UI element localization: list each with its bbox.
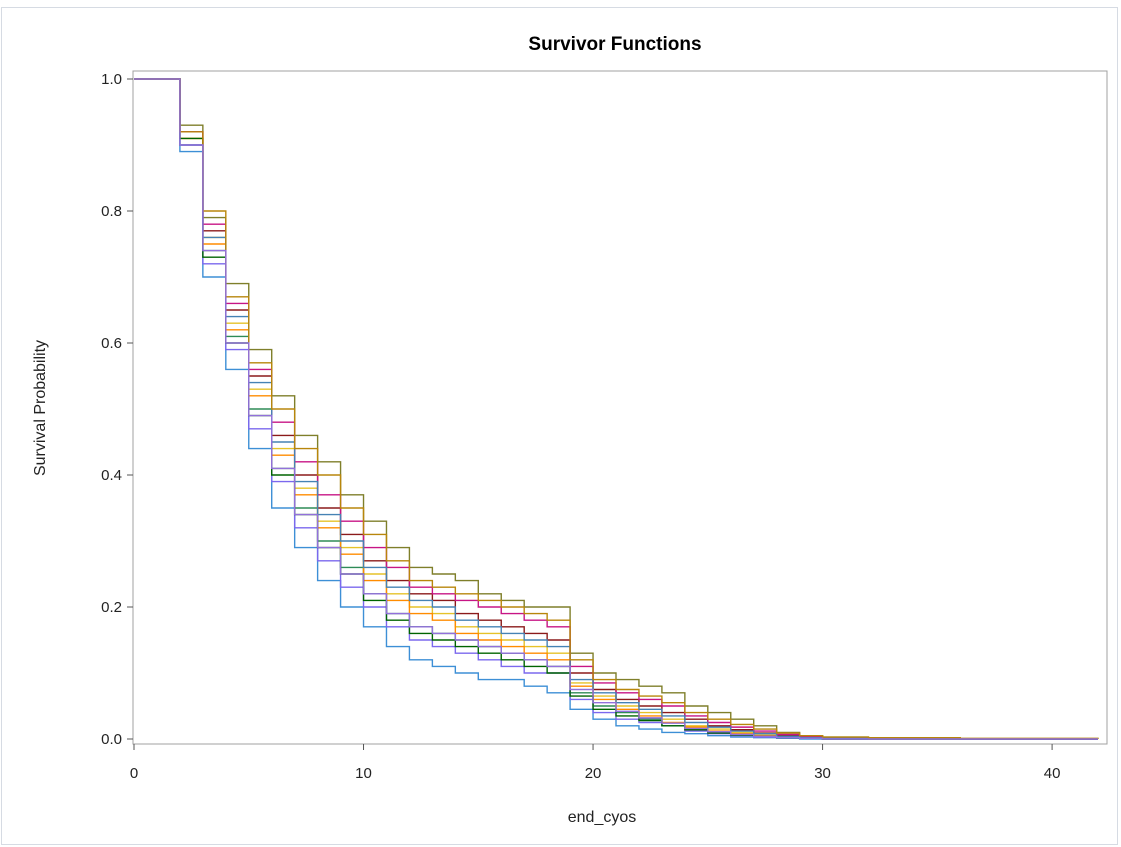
x-axis: 0 10 20 30 40	[130, 744, 1061, 782]
y-tick-label: 0.0	[101, 731, 122, 748]
survival-curve-11	[134, 78, 1099, 740]
x-tick-label: 30	[814, 765, 831, 782]
y-tick-label: 0.8	[101, 203, 122, 220]
plot-area	[132, 70, 1108, 745]
y-tick-label: 0.6	[101, 335, 122, 352]
series-group	[134, 78, 1099, 740]
y-axis: 0.0 0.2 0.4 0.6 0.8 1.0	[101, 71, 133, 748]
y-tick-label: 0.2	[101, 599, 122, 616]
x-tick-label: 0	[130, 765, 138, 782]
x-tick-label: 20	[585, 765, 602, 782]
chart-title: Survivor Functions	[528, 34, 701, 55]
survival-curve-3	[134, 78, 1098, 740]
y-axis-label: Survival Probability	[32, 340, 49, 476]
survival-curve-2	[134, 78, 1098, 740]
x-axis-label: end_cyos	[568, 809, 637, 826]
x-tick-label: 10	[355, 765, 372, 782]
y-tick-label: 1.0	[101, 71, 122, 88]
y-tick-label: 0.4	[101, 467, 122, 484]
survival-curve-8	[134, 78, 1098, 740]
survival-curve-12	[134, 78, 1098, 740]
survival-curve-10	[134, 78, 1098, 740]
x-tick-label: 40	[1044, 765, 1061, 782]
